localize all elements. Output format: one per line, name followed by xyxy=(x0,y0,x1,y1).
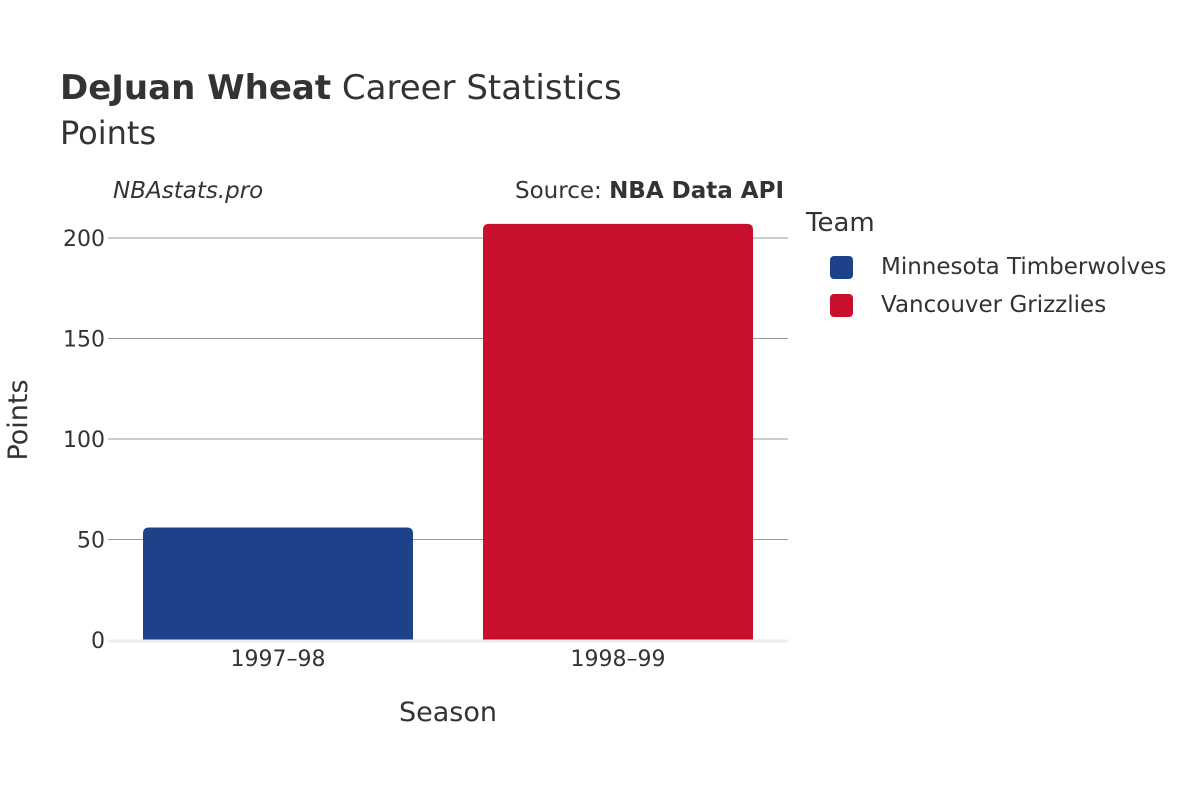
source-credit: Source: NBA Data API xyxy=(515,178,784,204)
y-axis-title: Points xyxy=(3,379,34,460)
legend-label-vancouver-grizzlies: Vancouver Grizzlies xyxy=(881,292,1107,318)
player-name: DeJuan Wheat xyxy=(60,68,332,108)
legend-title: Team xyxy=(806,208,875,238)
legend-item-minnesota-timberwolves[interactable]: Minnesota Timberwolves xyxy=(830,248,1166,286)
x-tick-label-1: 1998–99 xyxy=(571,647,666,672)
legend-item-vancouver-grizzlies[interactable]: Vancouver Grizzlies xyxy=(830,286,1166,324)
source-name: NBA Data API xyxy=(609,178,784,204)
source-prefix: Source: xyxy=(515,178,610,204)
axes: 0 50 100 150 200 1997–98 1998–99 xyxy=(63,227,788,672)
legend-swatch-vancouver-grizzlies xyxy=(830,293,853,317)
legend: Team Minnesota Timberwolves Vancouver Gr… xyxy=(806,208,1166,324)
y-tick-label-100: 100 xyxy=(63,428,105,453)
bar-minnesota-timberwolves-0 xyxy=(143,527,413,640)
chart-title: DeJuan Wheat Career Statistics xyxy=(60,68,622,108)
watermark: NBAstats.pro xyxy=(113,178,264,204)
y-tick-label-200: 200 xyxy=(63,227,105,252)
chart-subtitle: Points xyxy=(60,114,157,152)
legend-swatch-minnesota-timberwolves xyxy=(830,255,853,279)
legend-label-minnesota-timberwolves: Minnesota Timberwolves xyxy=(881,254,1167,280)
x-axis-title: Season xyxy=(399,697,497,728)
y-tick-label-0: 0 xyxy=(91,629,105,654)
y-tick-label-50: 50 xyxy=(77,529,105,554)
bars xyxy=(143,223,753,640)
x-tick-label-0: 1997–98 xyxy=(231,647,326,672)
y-tick-label-150: 150 xyxy=(63,328,105,353)
title-rest: Career Statistics xyxy=(331,68,622,108)
bar-vancouver-grizzlies-1 xyxy=(483,223,753,640)
